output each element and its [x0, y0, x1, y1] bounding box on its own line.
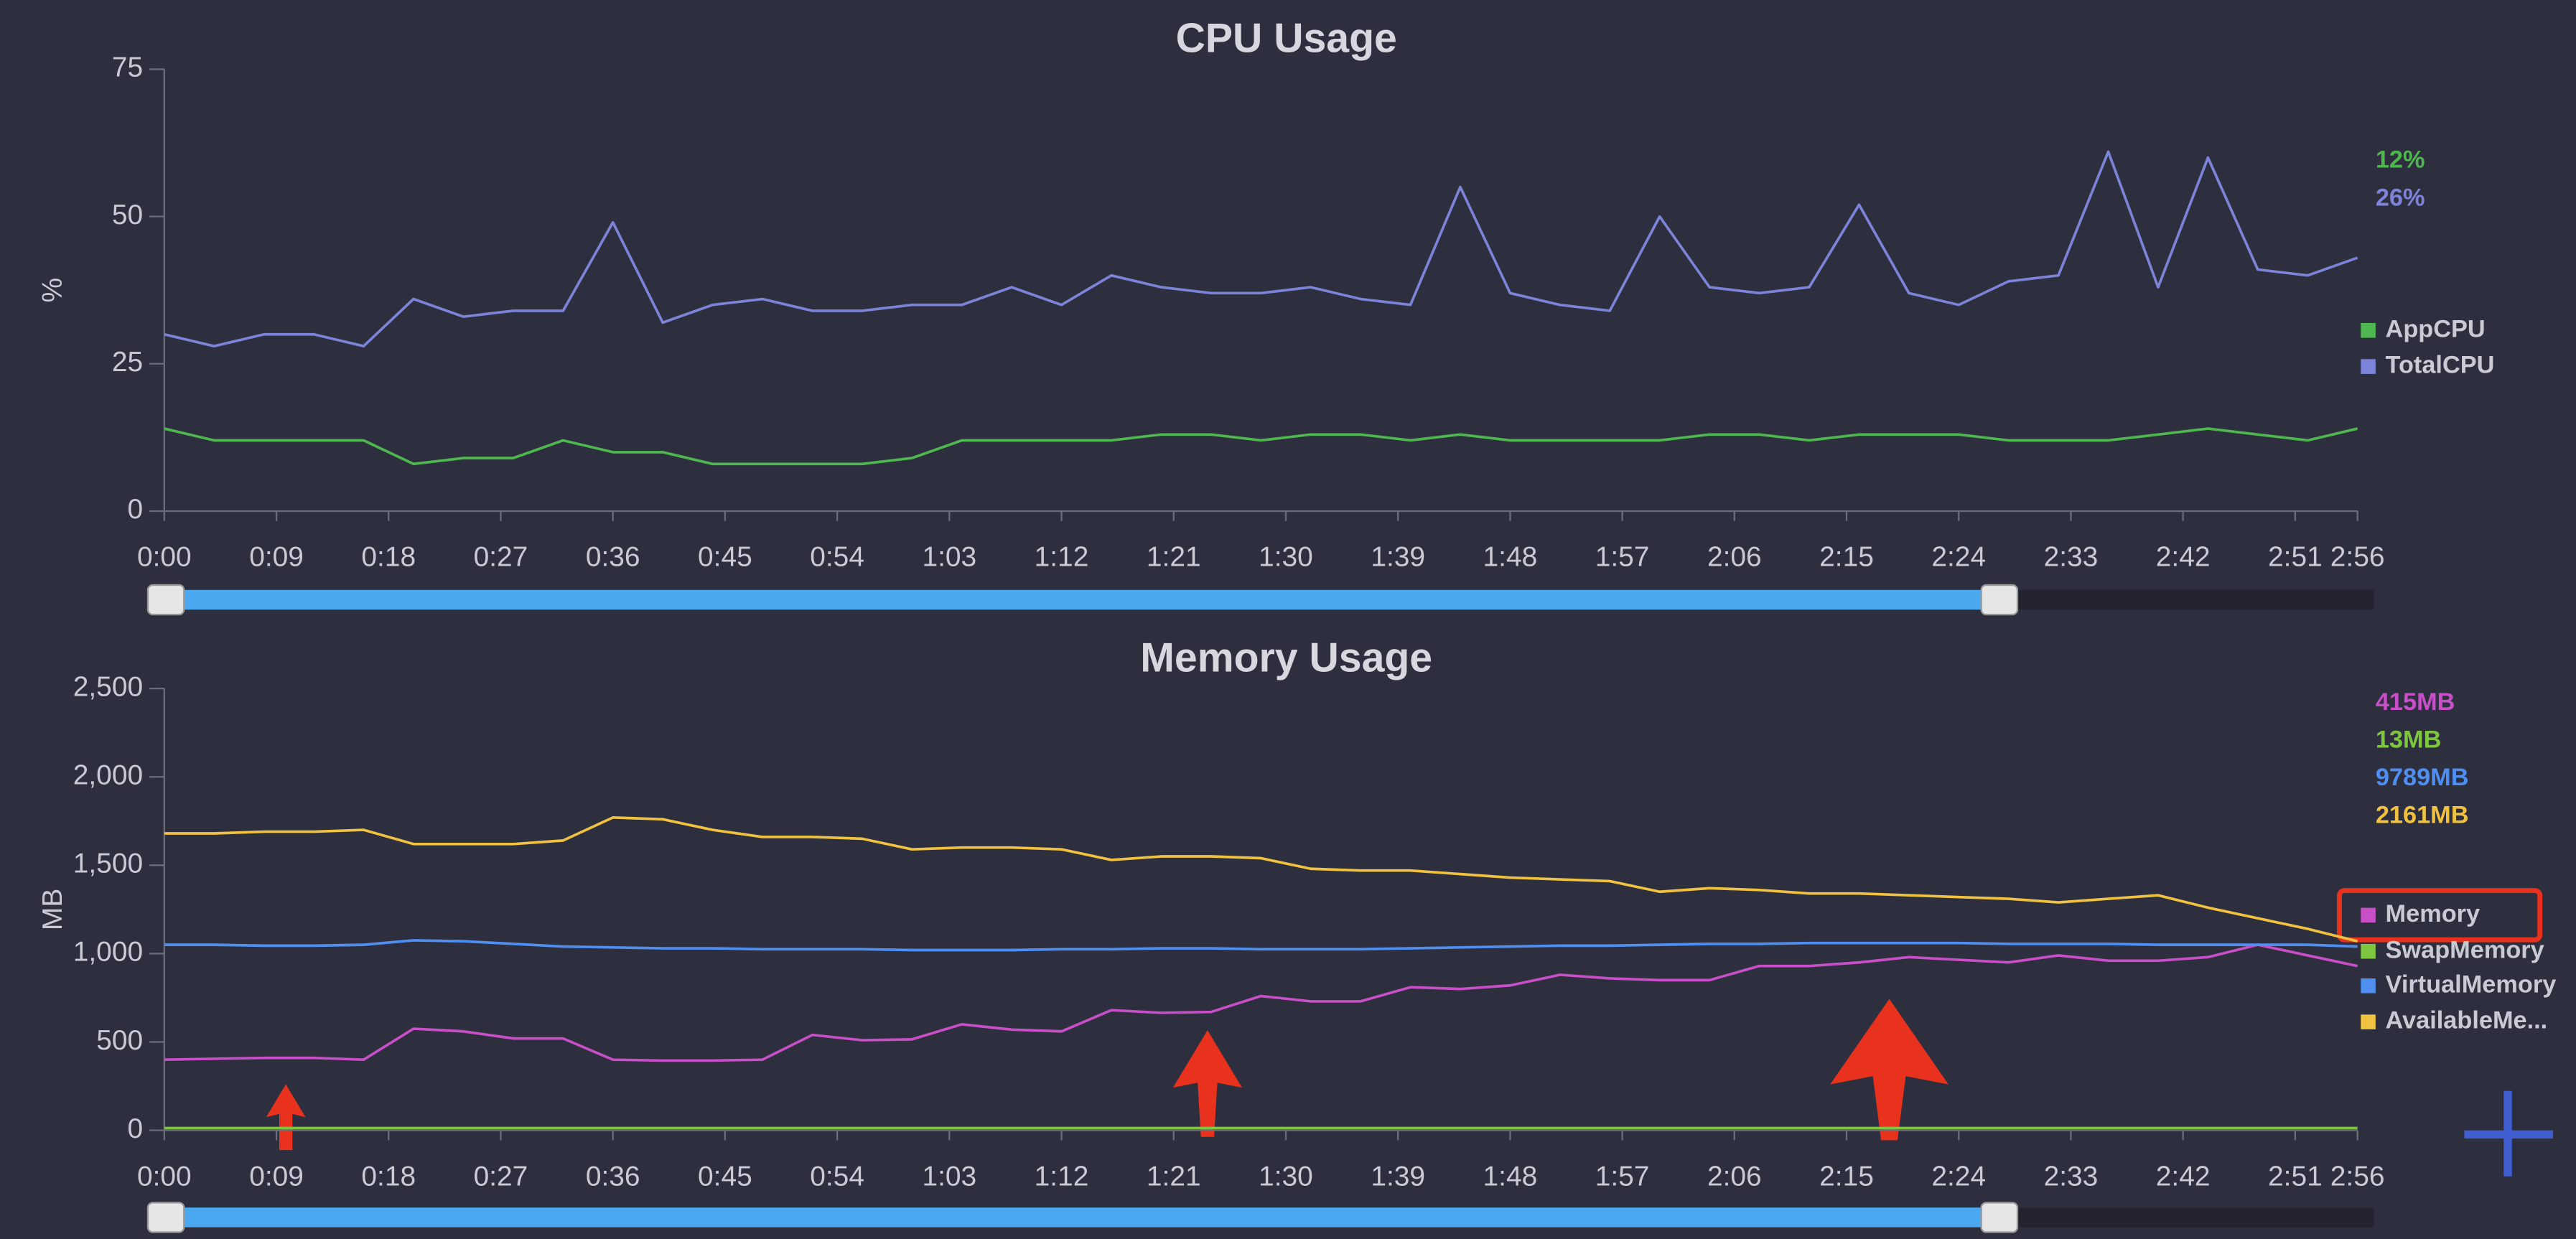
- current-value: 13MB: [2376, 726, 2442, 753]
- series-line: [164, 427, 2358, 466]
- x-tick-label: 1:39: [1371, 1161, 1425, 1192]
- legend-label[interactable]: TotalCPU: [2386, 352, 2495, 379]
- current-value: 415MB: [2376, 688, 2455, 716]
- x-tick-label: 1:48: [1483, 1161, 1538, 1192]
- cpu-range-slider[interactable]: [146, 584, 2374, 616]
- y-tick-label: 0: [127, 494, 143, 525]
- x-tick-label: 1:48: [1483, 542, 1538, 573]
- arrow: [266, 1084, 306, 1151]
- current-value: 12%: [2376, 146, 2425, 174]
- y-axis-label: MB: [37, 889, 68, 930]
- series-line: [164, 939, 2358, 952]
- x-tick-label: 2:15: [1819, 542, 1874, 573]
- x-tick-label: 2:33: [2044, 542, 2099, 573]
- y-tick-label: 50: [112, 200, 143, 230]
- arrow: [1172, 1030, 1242, 1137]
- y-tick-label: 2,000: [73, 759, 143, 790]
- x-tick-label: 1:03: [922, 1161, 976, 1192]
- x-tick-label: 2:24: [1931, 542, 1986, 573]
- y-tick-label: 500: [96, 1025, 143, 1056]
- y-tick-label: 1,000: [73, 937, 143, 968]
- memory-range-slider[interactable]: [146, 1202, 2374, 1233]
- x-tick-label: 2:51: [2268, 1161, 2323, 1192]
- x-tick-label: 0:27: [474, 1161, 528, 1192]
- x-tick-label: 1:12: [1035, 542, 1089, 573]
- legend-swatch: [2361, 978, 2376, 993]
- x-tick-label: 1:03: [922, 542, 976, 573]
- legend-swatch: [2361, 322, 2376, 338]
- current-value: 9789MB: [2376, 764, 2469, 791]
- x-tick-label: 1:12: [1035, 1161, 1089, 1192]
- arrow: [1830, 999, 1949, 1141]
- x-tick-label: 2:24: [1931, 1161, 1986, 1192]
- x-tick-label: 2:33: [2044, 1161, 2099, 1192]
- x-tick-label: 0:27: [474, 542, 528, 573]
- current-value: 26%: [2376, 184, 2425, 211]
- x-tick-label: 0:36: [586, 1161, 640, 1192]
- series-line: [164, 816, 2358, 943]
- x-tick-label: 2:42: [2156, 542, 2211, 573]
- x-tick-label: 0:45: [698, 1161, 752, 1192]
- x-tick-label: 1:21: [1147, 542, 1201, 573]
- y-tick-label: 2,500: [73, 671, 143, 702]
- current-value: 2161MB: [2376, 802, 2469, 829]
- x-tick-label: 0:36: [586, 542, 640, 573]
- x-tick-label: 2:42: [2156, 1161, 2211, 1192]
- x-tick-label: 0:18: [361, 542, 416, 573]
- legend-swatch: [2361, 907, 2376, 923]
- x-tick-label: 2:56: [2330, 1161, 2385, 1192]
- x-tick-label: 2:51: [2268, 542, 2323, 573]
- add-button[interactable]: [2464, 1090, 2553, 1177]
- legend-label[interactable]: AvailableMe...: [2386, 1007, 2548, 1034]
- legend-swatch: [2361, 1014, 2376, 1029]
- x-tick-label: 0:54: [810, 1161, 864, 1192]
- legend-label[interactable]: VirtualMemory: [2386, 971, 2557, 998]
- x-tick-label: 0:09: [249, 542, 304, 573]
- x-tick-label: 1:39: [1371, 542, 1425, 573]
- x-tick-label: 0:09: [249, 1161, 304, 1192]
- x-tick-label: 0:00: [137, 542, 192, 573]
- x-tick-label: 2:06: [1707, 1161, 1762, 1192]
- y-tick-label: 75: [112, 52, 143, 83]
- x-tick-label: 0:00: [137, 1161, 192, 1192]
- x-tick-label: 0:45: [698, 542, 752, 573]
- x-tick-label: 1:21: [1147, 1161, 1201, 1192]
- x-tick-label: 1:30: [1259, 1161, 1313, 1192]
- series-line: [164, 150, 2358, 347]
- x-tick-label: 1:30: [1259, 542, 1313, 573]
- legend-label[interactable]: Memory: [2386, 900, 2481, 927]
- legend-label[interactable]: SwapMemory: [2386, 936, 2544, 963]
- highlight-box: [2337, 888, 2543, 943]
- legend-label[interactable]: AppCPU: [2386, 315, 2486, 342]
- y-axis-label: %: [37, 278, 68, 303]
- y-tick-label: 0: [127, 1113, 143, 1144]
- x-tick-label: 1:57: [1595, 542, 1650, 573]
- y-tick-label: 25: [112, 347, 143, 378]
- x-tick-label: 2:56: [2330, 542, 2385, 573]
- y-tick-label: 1,500: [73, 848, 143, 879]
- chart-title: Memory Usage: [1140, 635, 1432, 681]
- x-tick-label: 2:06: [1707, 542, 1762, 573]
- x-tick-label: 0:18: [361, 1161, 416, 1192]
- x-tick-label: 0:54: [810, 542, 864, 573]
- chart-title: CPU Usage: [1176, 16, 1397, 62]
- x-tick-label: 1:57: [1595, 1161, 1650, 1192]
- series-line: [164, 943, 2358, 1062]
- legend-swatch: [2361, 943, 2376, 959]
- x-tick-label: 2:15: [1819, 1161, 1874, 1192]
- legend-swatch: [2361, 359, 2376, 374]
